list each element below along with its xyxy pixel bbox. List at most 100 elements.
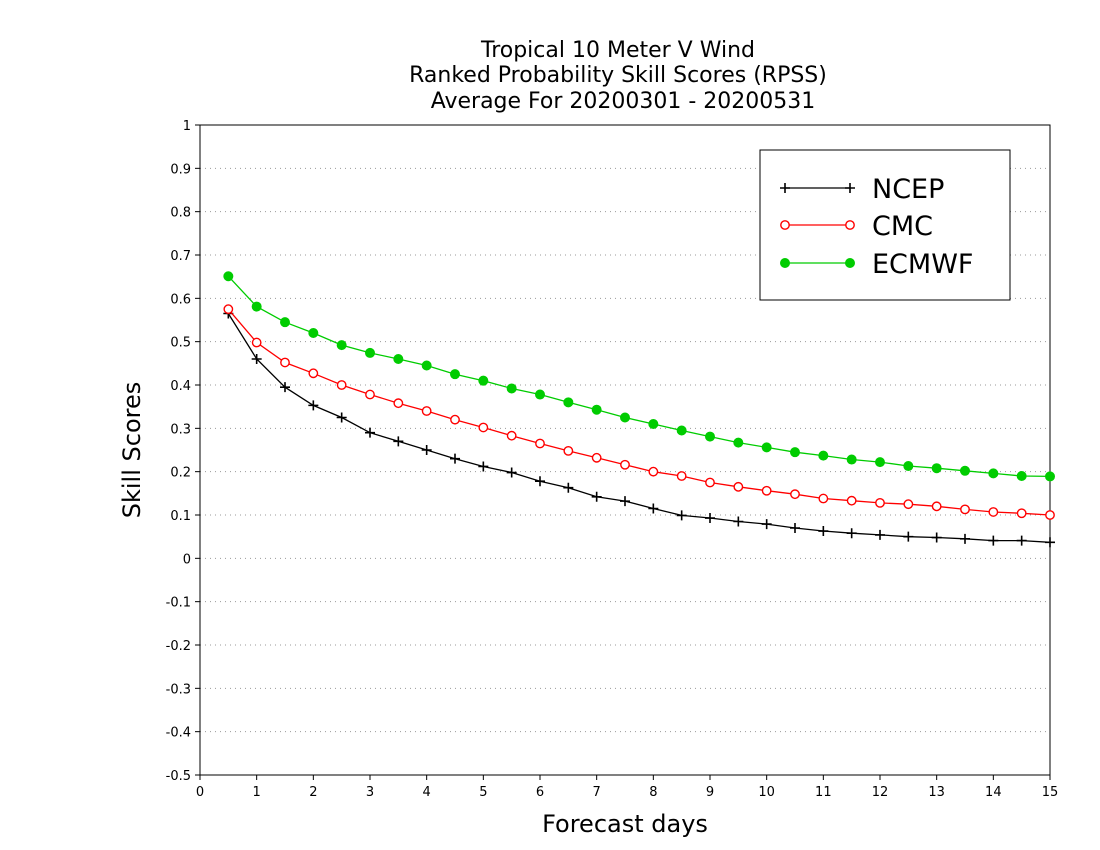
y-tick-label: -0.4: [166, 726, 191, 741]
data-point-ecmwf: [733, 437, 744, 448]
data-point-ecmwf: [336, 340, 347, 351]
y-tick-label: 0.9: [170, 162, 191, 177]
data-point-cmc: [1045, 510, 1055, 520]
data-point-cmc: [790, 489, 800, 500]
gridlines: [200, 167, 1050, 733]
data-point-cmc: [875, 497, 885, 508]
series-ecmwf: [223, 271, 1055, 482]
data-point-ncep: [790, 523, 800, 533]
data-point-cmc: [591, 452, 602, 463]
data-point-ecmwf: [676, 425, 687, 436]
data-point-cmc: [648, 466, 659, 477]
data-point-ecmwf: [648, 419, 659, 429]
y-axis-title: Skill Scores: [118, 382, 146, 519]
data-point-ncep: [421, 445, 432, 455]
x-tick-label: 13: [928, 785, 945, 800]
x-tick-label: 9: [706, 785, 714, 800]
data-point-ecmwf: [223, 271, 234, 282]
data-point-ncep: [393, 436, 404, 447]
x-tick-label: 2: [309, 785, 317, 800]
data-point-cmc: [535, 438, 545, 449]
data-point-cmc: [620, 459, 630, 470]
series-line-ecmwf: [227, 275, 1051, 478]
data-point-cmc: [478, 422, 489, 433]
data-point-cmc: [251, 337, 262, 348]
legend-label-ecmwf: ECMWF: [872, 249, 973, 280]
x-tick-label: 8: [649, 785, 657, 800]
data-point-ecmwf: [931, 463, 942, 474]
y-tick-label: 0.3: [170, 422, 191, 437]
series-group: [223, 271, 1055, 548]
data-point-ecmwf: [478, 375, 489, 386]
data-point-ecmwf: [620, 412, 630, 423]
data-point-ncep: [535, 476, 545, 487]
chart-title-line-2: Ranked Probability Skill Scores (RPSS): [409, 63, 827, 88]
series-line-cmc: [227, 308, 1051, 516]
data-point-ncep: [251, 354, 262, 364]
y-tick-label: 0.7: [170, 249, 191, 264]
data-point-ncep: [365, 427, 375, 438]
data-point-ecmwf: [563, 397, 574, 408]
data-point-ncep: [591, 491, 602, 502]
data-point-cmc: [421, 406, 432, 416]
data-point-ncep: [308, 400, 319, 411]
y-tick-label: 0.1: [170, 509, 191, 524]
x-tick-label: 0: [196, 785, 204, 800]
data-point-ecmwf: [506, 383, 517, 394]
x-tick-label: 14: [985, 785, 1002, 800]
series-cmc: [223, 304, 1055, 520]
x-tick-label: 15: [1042, 785, 1059, 800]
data-point-ncep: [931, 532, 942, 543]
chart-title: Tropical 10 Meter V Wind Ranked Probabil…: [409, 38, 827, 114]
data-point-cmc: [705, 477, 715, 488]
data-point-cmc: [733, 481, 744, 492]
x-tick-label: 4: [423, 785, 431, 800]
data-point-ncep: [960, 533, 970, 544]
legend-label-ncep: NCEP: [872, 174, 944, 205]
data-point-ecmwf: [1045, 471, 1055, 482]
data-point-cmc: [818, 493, 829, 504]
chart-title-line-1: Tropical 10 Meter V Wind: [480, 38, 755, 63]
data-point-cmc: [365, 389, 375, 400]
data-point-cmc: [223, 304, 234, 315]
data-point-ncep: [733, 516, 744, 527]
data-point-ecmwf: [591, 404, 602, 415]
data-point-ecmwf: [960, 465, 970, 476]
y-tick-label: -0.3: [166, 682, 191, 697]
x-tick-label: 5: [479, 785, 487, 800]
legend-marker-cmc: [845, 220, 855, 230]
axes: -0.5 -0.4 -0.3 -0.2 -0.1 0 0.1 0.2 0.3 0.4 0.5 0.6 0…: [166, 119, 1059, 800]
data-point-ncep: [818, 526, 829, 537]
x-tick-label: 1: [253, 785, 261, 800]
data-point-ncep: [450, 453, 460, 464]
data-point-cmc: [393, 398, 404, 409]
y-tick-label: 0.4: [170, 379, 191, 394]
legend-samples: [780, 183, 855, 268]
data-point-ncep: [705, 513, 715, 524]
data-point-ecmwf: [705, 431, 715, 442]
data-point-ecmwf: [903, 461, 914, 472]
legend: NCEP CMC ECMWF: [759, 149, 1011, 301]
data-point-ncep: [620, 496, 630, 507]
data-point-ecmwf: [450, 369, 460, 380]
data-point-ecmwf: [365, 347, 375, 358]
data-point-cmc: [308, 368, 319, 379]
data-point-cmc: [506, 430, 517, 441]
y-tick-label: 0.2: [170, 466, 191, 481]
y-tick-label: 0.6: [170, 292, 191, 307]
data-point-ncep: [1045, 537, 1055, 548]
x-tick-label: 12: [872, 785, 889, 800]
data-point-ncep: [761, 519, 772, 530]
data-point-cmc: [676, 471, 687, 481]
data-point-ecmwf: [761, 442, 772, 453]
data-point-ecmwf: [818, 450, 829, 461]
x-tick-label: 11: [815, 785, 832, 800]
data-point-cmc: [761, 485, 772, 496]
data-point-ecmwf: [308, 328, 319, 338]
x-axis-title: Forecast days: [542, 810, 708, 838]
y-tick-label: 0: [183, 552, 191, 567]
data-point-ncep: [280, 382, 290, 393]
data-point-ncep: [1016, 535, 1027, 546]
legend-marker-ecmwf: [780, 258, 790, 268]
y-tick-label: 0.5: [170, 336, 191, 351]
